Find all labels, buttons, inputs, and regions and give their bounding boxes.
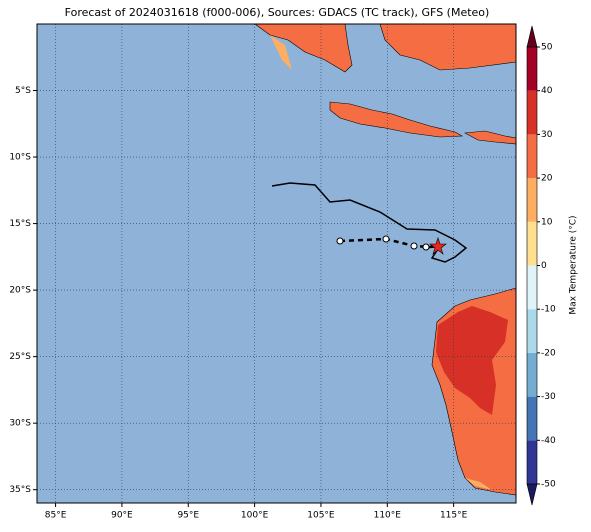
lat-tick-label: 10°S — [9, 153, 31, 163]
colorbar-band — [527, 178, 537, 222]
land — [254, 23, 517, 496]
lon-tick-label: 85°E — [45, 511, 67, 521]
lat-tick-label: 35°S — [9, 485, 31, 495]
colorbar-tick-label: -30 — [541, 392, 556, 402]
map-frame — [36, 23, 517, 504]
colorbar-tick-label: -10 — [541, 305, 556, 315]
sumatra-highland — [270, 35, 292, 70]
colorbar-tick-label: 40 — [541, 86, 553, 96]
lon-tick-label: 115°E — [440, 511, 468, 521]
colorbar-label: Max Temperature (°C) — [569, 215, 579, 314]
lon-tick-label: 95°E — [177, 511, 199, 521]
colorbar-band — [527, 309, 537, 353]
java — [329, 101, 464, 138]
colorbar-tick-label: 30 — [541, 130, 553, 140]
lon-tick-label: 100°E — [241, 511, 269, 521]
colorbar-band — [527, 440, 537, 484]
lat-tick-label: 15°S — [9, 219, 31, 229]
colorbar-tick-label: -50 — [541, 480, 556, 490]
colorbar-tick-label: 50 — [541, 43, 553, 53]
colorbar-tick-label: -20 — [541, 348, 556, 358]
lon-tick-label: 90°E — [111, 511, 133, 521]
lon-tick-label: 105°E — [307, 511, 335, 521]
colorbar-band — [527, 265, 537, 310]
storm-marker — [382, 235, 390, 243]
sumatra — [254, 23, 353, 73]
lat-tick-label: 5°S — [15, 86, 31, 96]
australia-sw — [465, 478, 492, 490]
lat-tick-label: 30°S — [9, 419, 31, 429]
colorbar-tick-label: 10 — [541, 217, 553, 227]
colorbar-band — [527, 221, 537, 266]
colorbar-extend-top — [526, 25, 538, 48]
colorbar-tick-label: 0 — [541, 261, 547, 271]
colorbar-band — [527, 90, 537, 135]
tc-track — [271, 182, 468, 263]
colorbar-band — [527, 47, 537, 91]
lon-tick-label: 110°E — [374, 511, 402, 521]
australia-hot — [436, 306, 508, 415]
storm-marker — [422, 243, 430, 251]
lat-tick-label: 25°S — [9, 352, 31, 362]
current-position — [429, 237, 447, 255]
colorbar-tick-label: -40 — [541, 436, 556, 446]
graticule — [37, 24, 516, 503]
lat-tick-label: 20°S — [9, 286, 31, 296]
map-title: Forecast of 2024031618 (f000-006), Sourc… — [65, 6, 490, 19]
colorbar-band — [527, 396, 537, 441]
colorbar: 50 40 30 20 10 0 -10 -20 -30 -40 -50 — [526, 25, 556, 506]
track-line — [271, 182, 468, 263]
colorbar-tick-label: 20 — [541, 174, 553, 184]
storm-marker — [410, 242, 418, 250]
colorbar-band — [527, 352, 537, 397]
ocean — [37, 24, 516, 503]
storm-marker — [336, 237, 344, 245]
colorbar-extend-bottom — [526, 483, 538, 506]
colorbar-band — [527, 134, 537, 179]
